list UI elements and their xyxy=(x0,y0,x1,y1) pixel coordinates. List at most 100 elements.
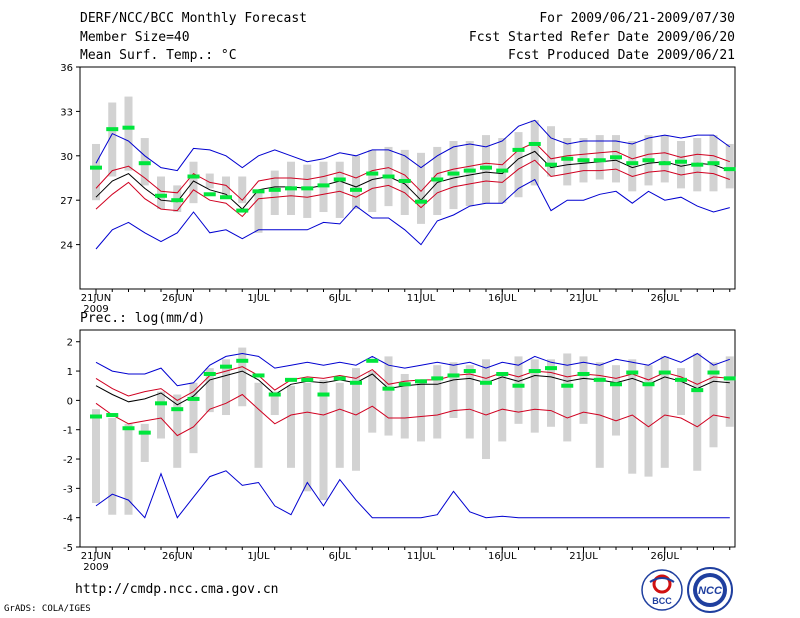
forecast-period: For 2009/06/21-2009/07/30 xyxy=(539,11,735,26)
temp-median-bar xyxy=(480,165,492,170)
prec-median-bar xyxy=(236,358,249,363)
temp-xtick-label: 26JUN xyxy=(162,293,192,304)
prec-median-bar xyxy=(512,383,525,388)
temp-xtick-label: 26JUL xyxy=(650,293,679,304)
prec-median-bar xyxy=(301,377,314,382)
temp-median-bar xyxy=(642,158,655,163)
prec-median-bar xyxy=(220,364,232,369)
temp-median-bar xyxy=(723,167,736,172)
variable-label: Mean Surf. Temp.: °C xyxy=(80,48,237,63)
prec-spread-box xyxy=(335,382,344,468)
prec-median-bar xyxy=(480,380,492,385)
prec-median-bar xyxy=(691,388,704,393)
prec-spread-box xyxy=(287,385,295,468)
prec-spread-box xyxy=(124,423,133,515)
temp-spread-box xyxy=(124,96,133,171)
temp-median-bar xyxy=(285,186,297,191)
temp-ytick-label: 24 xyxy=(60,241,73,252)
prec-spread-box xyxy=(449,362,458,418)
temp-median-bar xyxy=(415,199,427,204)
precip-label: Prec.: log(mm/d) xyxy=(80,311,206,326)
prec-ytick-label: -2 xyxy=(63,455,73,466)
temp-median-bar xyxy=(610,155,622,160)
temp-line-lower xyxy=(95,159,730,218)
prec-spread-box xyxy=(547,359,555,427)
prec-spread-box xyxy=(514,356,523,424)
prec-xtick-label: 1JUL xyxy=(247,551,270,562)
bcc-logo-text: BCC xyxy=(652,596,672,606)
prec-year-label: 2009 xyxy=(83,562,108,573)
prec-spread-box xyxy=(238,347,247,407)
prec-median-bar xyxy=(90,414,102,419)
temp-spread-box xyxy=(368,149,377,213)
prec-median-bar xyxy=(187,396,200,401)
temperature-panel: 24 27 30 33 36 21JUN 26JUN 1JUL 6JUL 11JUL 16JUL 21… xyxy=(60,63,736,315)
temp-median-bar xyxy=(658,161,671,166)
prec-spread-box xyxy=(254,382,263,468)
prec-spread-box xyxy=(482,359,490,460)
prec-median-bar xyxy=(268,392,281,397)
prec-median-bar xyxy=(723,376,736,381)
temp-spread-box xyxy=(725,143,734,189)
prec-spread-box xyxy=(157,391,165,439)
forecast-produced-date: Fcst Produced Date 2009/06/21 xyxy=(508,48,735,63)
prec-median-bar xyxy=(496,371,509,376)
prec-xtick-label: 6JUL xyxy=(329,551,352,562)
prec-median-bar xyxy=(545,366,557,371)
temp-median-bar xyxy=(675,159,687,164)
temp-median-bar xyxy=(236,208,249,213)
prec-xtick-label: 26JUL xyxy=(650,551,679,562)
prec-xtick-label: 26JUN xyxy=(162,551,192,562)
temp-median-bar xyxy=(398,178,411,183)
prec-median-bar xyxy=(593,377,606,382)
prec-spread-box xyxy=(628,359,637,474)
prec-median-bar xyxy=(106,413,119,418)
prec-line-lower xyxy=(95,393,730,437)
prec-spread-box xyxy=(579,356,588,424)
prec-median-bar xyxy=(366,358,379,363)
precipitation-panel: -5 -4 -3 -2 -1 0 1 2 21JUN 26JUN 1JUL 6JUL 11JUL 16JU… xyxy=(63,329,736,573)
temp-spread-box xyxy=(189,161,198,204)
prec-line-min xyxy=(95,470,730,519)
prec-median-bar xyxy=(658,370,671,375)
prec-median-bar xyxy=(138,430,151,435)
temp-spread-box xyxy=(677,141,685,189)
prec-ytick-label: -1 xyxy=(63,426,73,437)
prec-spread-box xyxy=(400,373,409,439)
temp-median-bar xyxy=(317,183,330,188)
temp-spread-box xyxy=(352,155,360,210)
temp-median-bar xyxy=(447,171,460,176)
prec-median-bar xyxy=(642,382,655,387)
prec-xtick-label: 21JUN xyxy=(81,551,111,562)
temp-xtick-label: 1JUL xyxy=(247,293,270,304)
temp-median-bar xyxy=(528,141,541,146)
source-url[interactable]: http://cmdp.ncc.cma.gov.cn xyxy=(75,582,279,597)
temp-line-mean xyxy=(95,150,730,210)
prec-median-bar xyxy=(317,392,330,397)
temp-median-bar xyxy=(106,127,119,132)
temp-ytick-label: 33 xyxy=(60,107,73,118)
temp-spread-box xyxy=(222,176,230,198)
prec-spread-box xyxy=(92,409,100,504)
temp-spread-box xyxy=(465,141,474,207)
temp-spread-box xyxy=(157,176,165,210)
temp-median-bar xyxy=(545,162,557,167)
prec-spread-box xyxy=(433,365,442,439)
prec-median-bar xyxy=(285,377,297,382)
temp-median-bar xyxy=(268,187,281,192)
prec-median-bar xyxy=(350,380,362,385)
temp-spread-box xyxy=(254,191,263,233)
prec-spread-box xyxy=(725,356,734,427)
prec-median-bar xyxy=(171,407,184,412)
prec-spread-box xyxy=(677,368,685,416)
prec-spread-box xyxy=(563,353,572,442)
ncc-logo-text: NCC xyxy=(698,585,723,597)
prec-spread-box xyxy=(530,359,539,433)
prec-median-bar xyxy=(447,373,460,378)
temp-spread-box xyxy=(335,161,344,218)
temp-spread-box xyxy=(303,164,312,218)
temp-ytick-label: 36 xyxy=(60,63,73,74)
prec-spread-box xyxy=(384,356,393,436)
prec-median-bar xyxy=(561,383,574,388)
temp-spread-box xyxy=(595,135,604,180)
